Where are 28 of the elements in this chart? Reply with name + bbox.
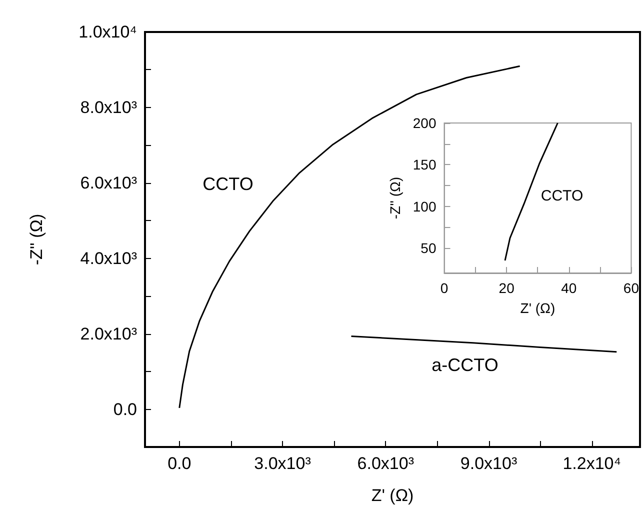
y-tick-label: 4.0x10³: [80, 248, 138, 268]
annotation: CCTO: [540, 188, 584, 204]
line-series: [178, 65, 521, 409]
x-tick-label: 0.0: [168, 454, 192, 473]
x-tick-label: 9.0x10³: [460, 454, 518, 473]
y-tick-label: 0.0: [113, 400, 137, 419]
y-tick-label: 8.0x10³: [80, 98, 138, 117]
y-axis-title: -Z'' (Ω): [27, 214, 46, 266]
x-tick-label: 60: [623, 280, 640, 296]
y-tick-label: 1.0x10⁴: [78, 22, 137, 42]
x-axis-title: Z' (Ω): [371, 486, 414, 505]
annotation: a-CCTO: [432, 355, 498, 375]
x-tick-label: 20: [498, 280, 515, 296]
annotation: CCTO: [202, 174, 254, 194]
y-tick-label: 100: [412, 198, 436, 214]
x-axis-title: Z' (Ω): [520, 300, 556, 316]
y-tick-label: 6.0x10³: [80, 173, 138, 192]
y-tick-label: 150: [412, 156, 436, 173]
y-tick-label: 2.0x10³: [80, 324, 138, 344]
x-tick-label: 6.0x10³: [357, 454, 414, 473]
y-tick-label: 50: [420, 240, 436, 256]
y-tick-label: 200: [412, 115, 436, 131]
x-tick-label: 40: [561, 280, 577, 296]
x-tick-label: 3.0x10³: [254, 454, 312, 473]
y-axis-title: -Z'' (Ω): [387, 176, 403, 220]
line-series: [350, 335, 618, 353]
x-tick-label: 0: [440, 280, 448, 296]
x-tick-label: 1.2x10⁴: [562, 454, 622, 473]
